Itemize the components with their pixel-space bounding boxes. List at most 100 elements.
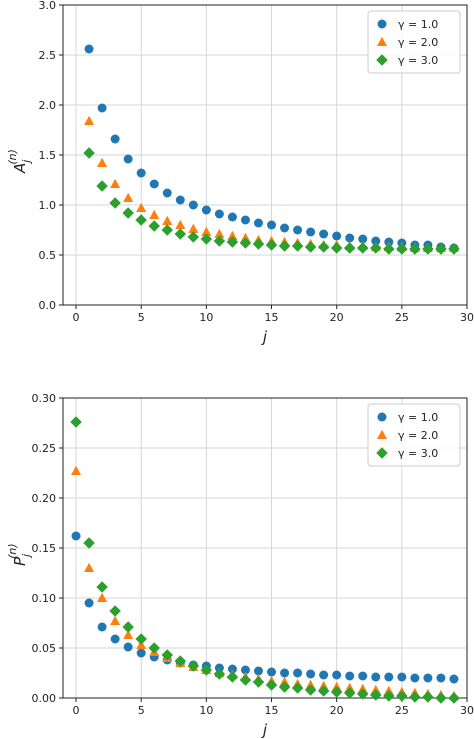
data-point <box>188 200 198 210</box>
data-point <box>397 672 407 682</box>
y-tick-label: 0.30 <box>32 392 57 405</box>
legend-box <box>367 10 461 74</box>
legend: γ = 1.0 γ = 2.0 γ = 3.0 <box>367 403 461 467</box>
data-point <box>123 642 133 652</box>
data-point <box>293 668 303 678</box>
data-point <box>370 689 382 701</box>
data-point <box>435 243 447 255</box>
data-point <box>109 605 121 617</box>
data-point <box>84 44 94 54</box>
data-point <box>213 668 226 680</box>
data-point <box>449 674 459 684</box>
y-tick-label: 0.0 <box>39 299 57 312</box>
data-point <box>396 243 408 255</box>
series-2 <box>71 465 459 700</box>
legend-box <box>367 403 461 467</box>
data-point <box>149 209 160 219</box>
data-point <box>97 622 107 632</box>
y-axis-label: Aj(n) <box>6 149 33 174</box>
y-tick-label: 0.15 <box>32 542 57 555</box>
data-point <box>226 236 239 248</box>
data-point <box>356 688 369 700</box>
data-point <box>71 465 82 475</box>
x-tick-label: 25 <box>395 311 409 324</box>
x-tick-label: 30 <box>460 704 474 717</box>
data-point <box>240 665 250 675</box>
data-point <box>304 684 317 696</box>
data-point <box>135 633 147 645</box>
data-point <box>436 673 446 683</box>
data-point <box>110 615 121 625</box>
data-point <box>227 212 237 222</box>
data-point <box>110 134 120 144</box>
x-tick-label: 5 <box>138 311 145 324</box>
y-tick-label: 2.0 <box>39 99 57 112</box>
series-1 <box>71 531 459 684</box>
legend-marker <box>376 54 388 66</box>
data-point <box>175 219 186 229</box>
data-point <box>383 690 395 702</box>
data-point <box>123 629 134 639</box>
data-point <box>84 562 95 572</box>
data-point <box>122 207 134 219</box>
data-point <box>384 672 394 682</box>
y-tick-label: 0.10 <box>32 592 57 605</box>
x-tick-label: 10 <box>199 311 213 324</box>
data-point <box>109 197 121 209</box>
data-point <box>201 226 212 236</box>
legend-marker <box>377 412 387 422</box>
x-tick-label: 25 <box>395 704 409 717</box>
data-point <box>280 223 290 233</box>
data-point <box>358 234 368 244</box>
data-point <box>332 231 342 241</box>
x-tick-label: 30 <box>460 311 474 324</box>
plot-amplitude: 0 5 10 15 20 25 30 0.0 0.5 1.0 1.5 2.0 2.5 3.0 j Aj(n) γ… <box>6 0 474 346</box>
data-point <box>319 670 329 680</box>
legend-label: γ = 3.0 <box>398 54 438 67</box>
data-point <box>306 227 316 237</box>
data-point <box>253 666 263 676</box>
data-point <box>135 214 147 226</box>
data-point <box>175 195 185 205</box>
data-point <box>83 537 95 549</box>
data-point <box>291 682 304 694</box>
data-point <box>97 592 108 602</box>
data-point <box>201 205 211 215</box>
data-point <box>240 215 250 225</box>
x-tick-label: 10 <box>199 704 213 717</box>
data-point <box>187 660 200 672</box>
x-tick-label: 0 <box>73 704 80 717</box>
data-point <box>435 692 447 704</box>
data-point <box>136 168 146 178</box>
data-point <box>96 180 108 192</box>
x-tick-label: 0 <box>73 311 80 324</box>
legend-label: γ = 1.0 <box>398 18 438 31</box>
data-point <box>317 241 330 253</box>
data-point <box>291 240 304 252</box>
data-point <box>345 671 355 681</box>
data-point <box>265 239 278 251</box>
data-point <box>136 202 147 212</box>
data-point <box>343 242 356 254</box>
data-point <box>84 598 94 608</box>
legend-label: γ = 2.0 <box>398 429 438 442</box>
x-axis-label: j <box>261 721 268 739</box>
data-point <box>123 154 133 164</box>
data-point <box>422 243 434 255</box>
data-point <box>188 223 199 233</box>
x-tick-label: 20 <box>330 311 344 324</box>
data-point <box>253 218 263 228</box>
data-point <box>306 669 316 679</box>
data-point <box>213 235 226 247</box>
legend-marker <box>377 429 387 439</box>
data-point <box>227 664 237 674</box>
data-point <box>148 220 160 232</box>
data-point <box>267 220 277 230</box>
legend: γ = 1.0 γ = 2.0 γ = 3.0 <box>367 10 461 74</box>
data-point <box>396 690 408 702</box>
x-tick-label: 5 <box>138 704 145 717</box>
legend-label: γ = 2.0 <box>398 36 438 49</box>
data-point <box>83 147 95 159</box>
data-point <box>330 242 343 254</box>
